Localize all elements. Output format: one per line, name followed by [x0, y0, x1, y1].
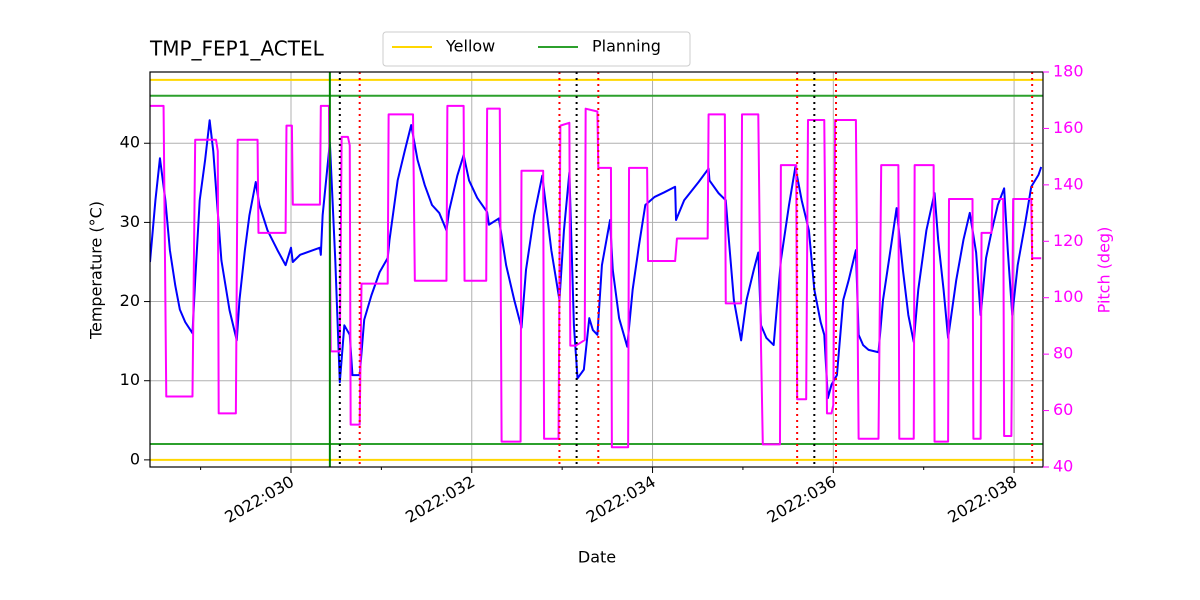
y2-tick-label: 160 [1053, 118, 1084, 137]
x-axis-label: Date [578, 548, 616, 567]
y-tick-label: 0 [130, 449, 140, 468]
y2-tick-label: 40 [1053, 457, 1073, 476]
y-tick-label: 10 [120, 370, 140, 389]
y2-tick-label: 180 [1053, 62, 1084, 81]
legend-label: Yellow [445, 37, 495, 56]
plot-area [150, 72, 1043, 467]
y-axis-label: Temperature (°C) [87, 201, 106, 340]
y-tick-label: 40 [120, 133, 140, 152]
legend-label: Planning [592, 37, 661, 56]
data-line [150, 104, 1042, 449]
y2-axis-label: Pitch (deg) [1095, 227, 1114, 314]
chart-title: TMP_FEP1_ACTEL [149, 37, 325, 61]
y2-tick-label: 140 [1053, 174, 1084, 193]
legend: Yellow Planning [392, 37, 661, 56]
axes-frame [149, 71, 1044, 468]
y2-tick-label: 120 [1053, 231, 1084, 250]
y2-tick-label: 60 [1053, 400, 1073, 419]
y-tick-label: 20 [120, 291, 140, 310]
legend-box [382, 31, 691, 67]
y2-tick-label: 100 [1053, 287, 1084, 306]
y2-tick-label: 80 [1053, 344, 1073, 363]
y-tick-label: 30 [120, 212, 140, 231]
